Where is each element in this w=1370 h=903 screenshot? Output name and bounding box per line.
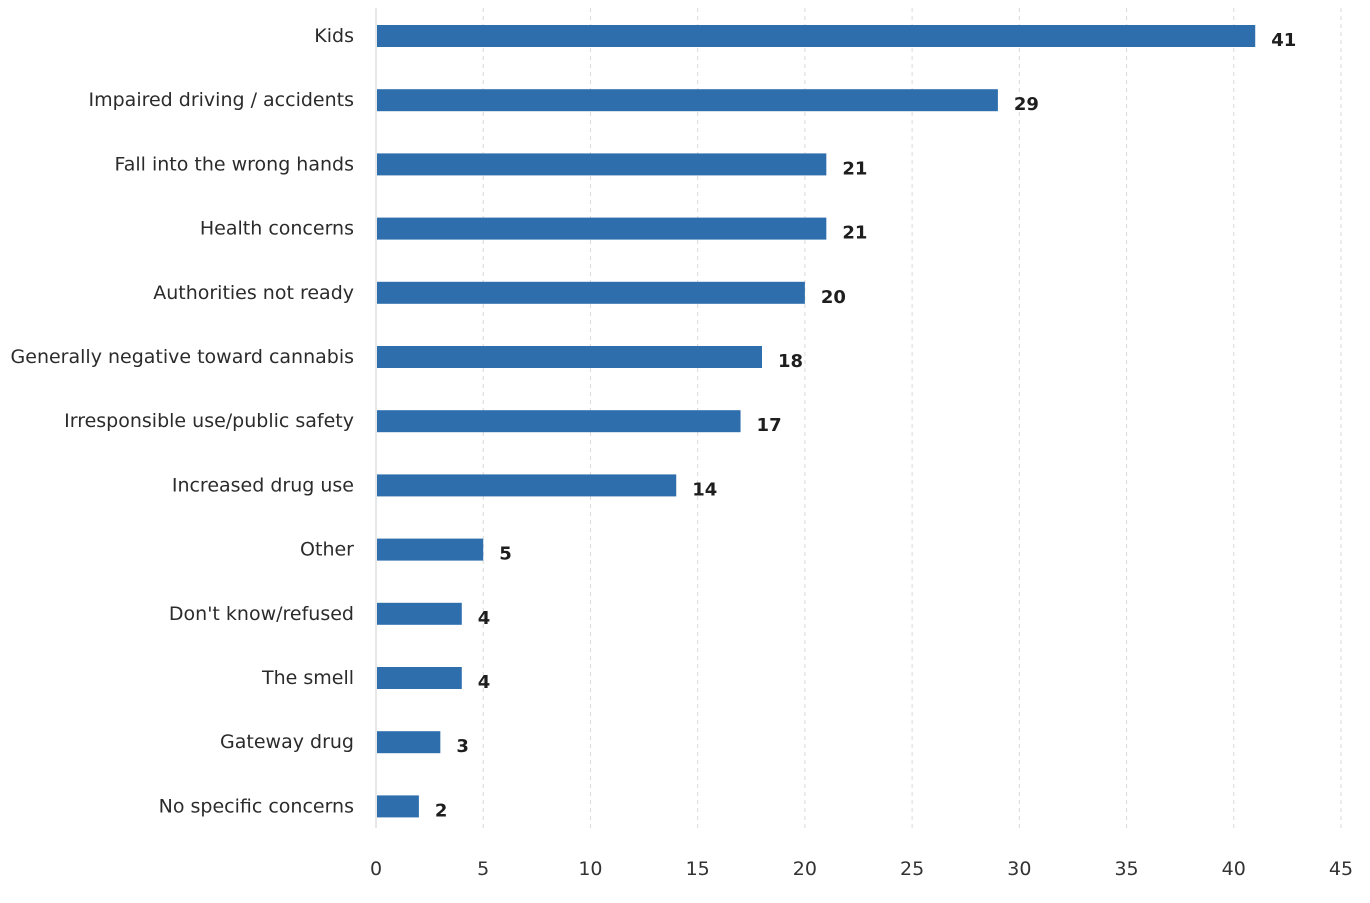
category-label: Don't know/refused	[169, 603, 354, 625]
x-axis-ticks: 0 5 10 15 20 25 30 35 40 45	[370, 858, 1353, 880]
bar	[377, 474, 677, 497]
category-label: Increased drug use	[172, 474, 354, 496]
bar	[377, 217, 827, 240]
bar	[377, 89, 998, 112]
x-tick-label: 20	[793, 858, 817, 880]
category-label: Gateway drug	[220, 731, 354, 753]
category-label: Health concerns	[200, 218, 354, 240]
bar	[377, 346, 762, 368]
value-label: 3	[456, 736, 469, 757]
value-label: 41	[1271, 30, 1296, 51]
x-tick-label: 35	[1114, 858, 1138, 880]
x-tick-label: 5	[477, 858, 489, 880]
category-label: Impaired driving / accidents	[89, 89, 355, 111]
value-label: 21	[842, 223, 867, 244]
x-tick-label: 10	[578, 858, 602, 880]
category-label: Irresponsible use/public safety	[64, 410, 354, 432]
x-tick-label: 0	[370, 858, 382, 880]
category-label: No specific concerns	[159, 795, 354, 817]
value-label: 4	[478, 608, 491, 629]
bar	[377, 410, 741, 433]
category-labels: Kids Impaired driving / accidents Fall int…	[11, 25, 355, 817]
category-label: Kids	[314, 25, 354, 47]
value-label: 18	[778, 351, 803, 372]
category-label: Fall into the wrong hands	[115, 153, 354, 175]
value-label: 5	[499, 544, 512, 565]
bar	[377, 602, 462, 625]
x-tick-label: 40	[1222, 858, 1246, 880]
value-label: 2	[435, 800, 448, 821]
value-label: 20	[821, 287, 846, 308]
bar	[377, 731, 441, 754]
x-tick-label: 30	[1007, 858, 1031, 880]
bar	[377, 25, 1256, 47]
x-tick-label: 15	[686, 858, 710, 880]
category-label: The smell	[261, 667, 354, 689]
category-label: Authorities not ready	[153, 282, 354, 304]
value-label: 29	[1014, 94, 1039, 115]
gridlines	[375, 8, 1342, 828]
value-label: 21	[842, 158, 867, 179]
value-labels: 41 29 21 21 20 18 17 14 5 4 4 3 2	[435, 30, 1296, 821]
bars	[377, 25, 1256, 818]
bar	[377, 667, 462, 689]
bar	[377, 281, 805, 304]
x-tick-label: 25	[900, 858, 924, 880]
bar	[377, 538, 484, 561]
bar	[377, 795, 419, 818]
x-tick-label: 45	[1329, 858, 1353, 880]
value-label: 17	[757, 415, 782, 436]
bar	[377, 153, 827, 176]
value-label: 14	[692, 479, 717, 500]
value-label: 4	[478, 672, 491, 693]
category-label: Other	[300, 539, 354, 561]
category-label: Generally negative toward cannabis	[11, 346, 354, 368]
